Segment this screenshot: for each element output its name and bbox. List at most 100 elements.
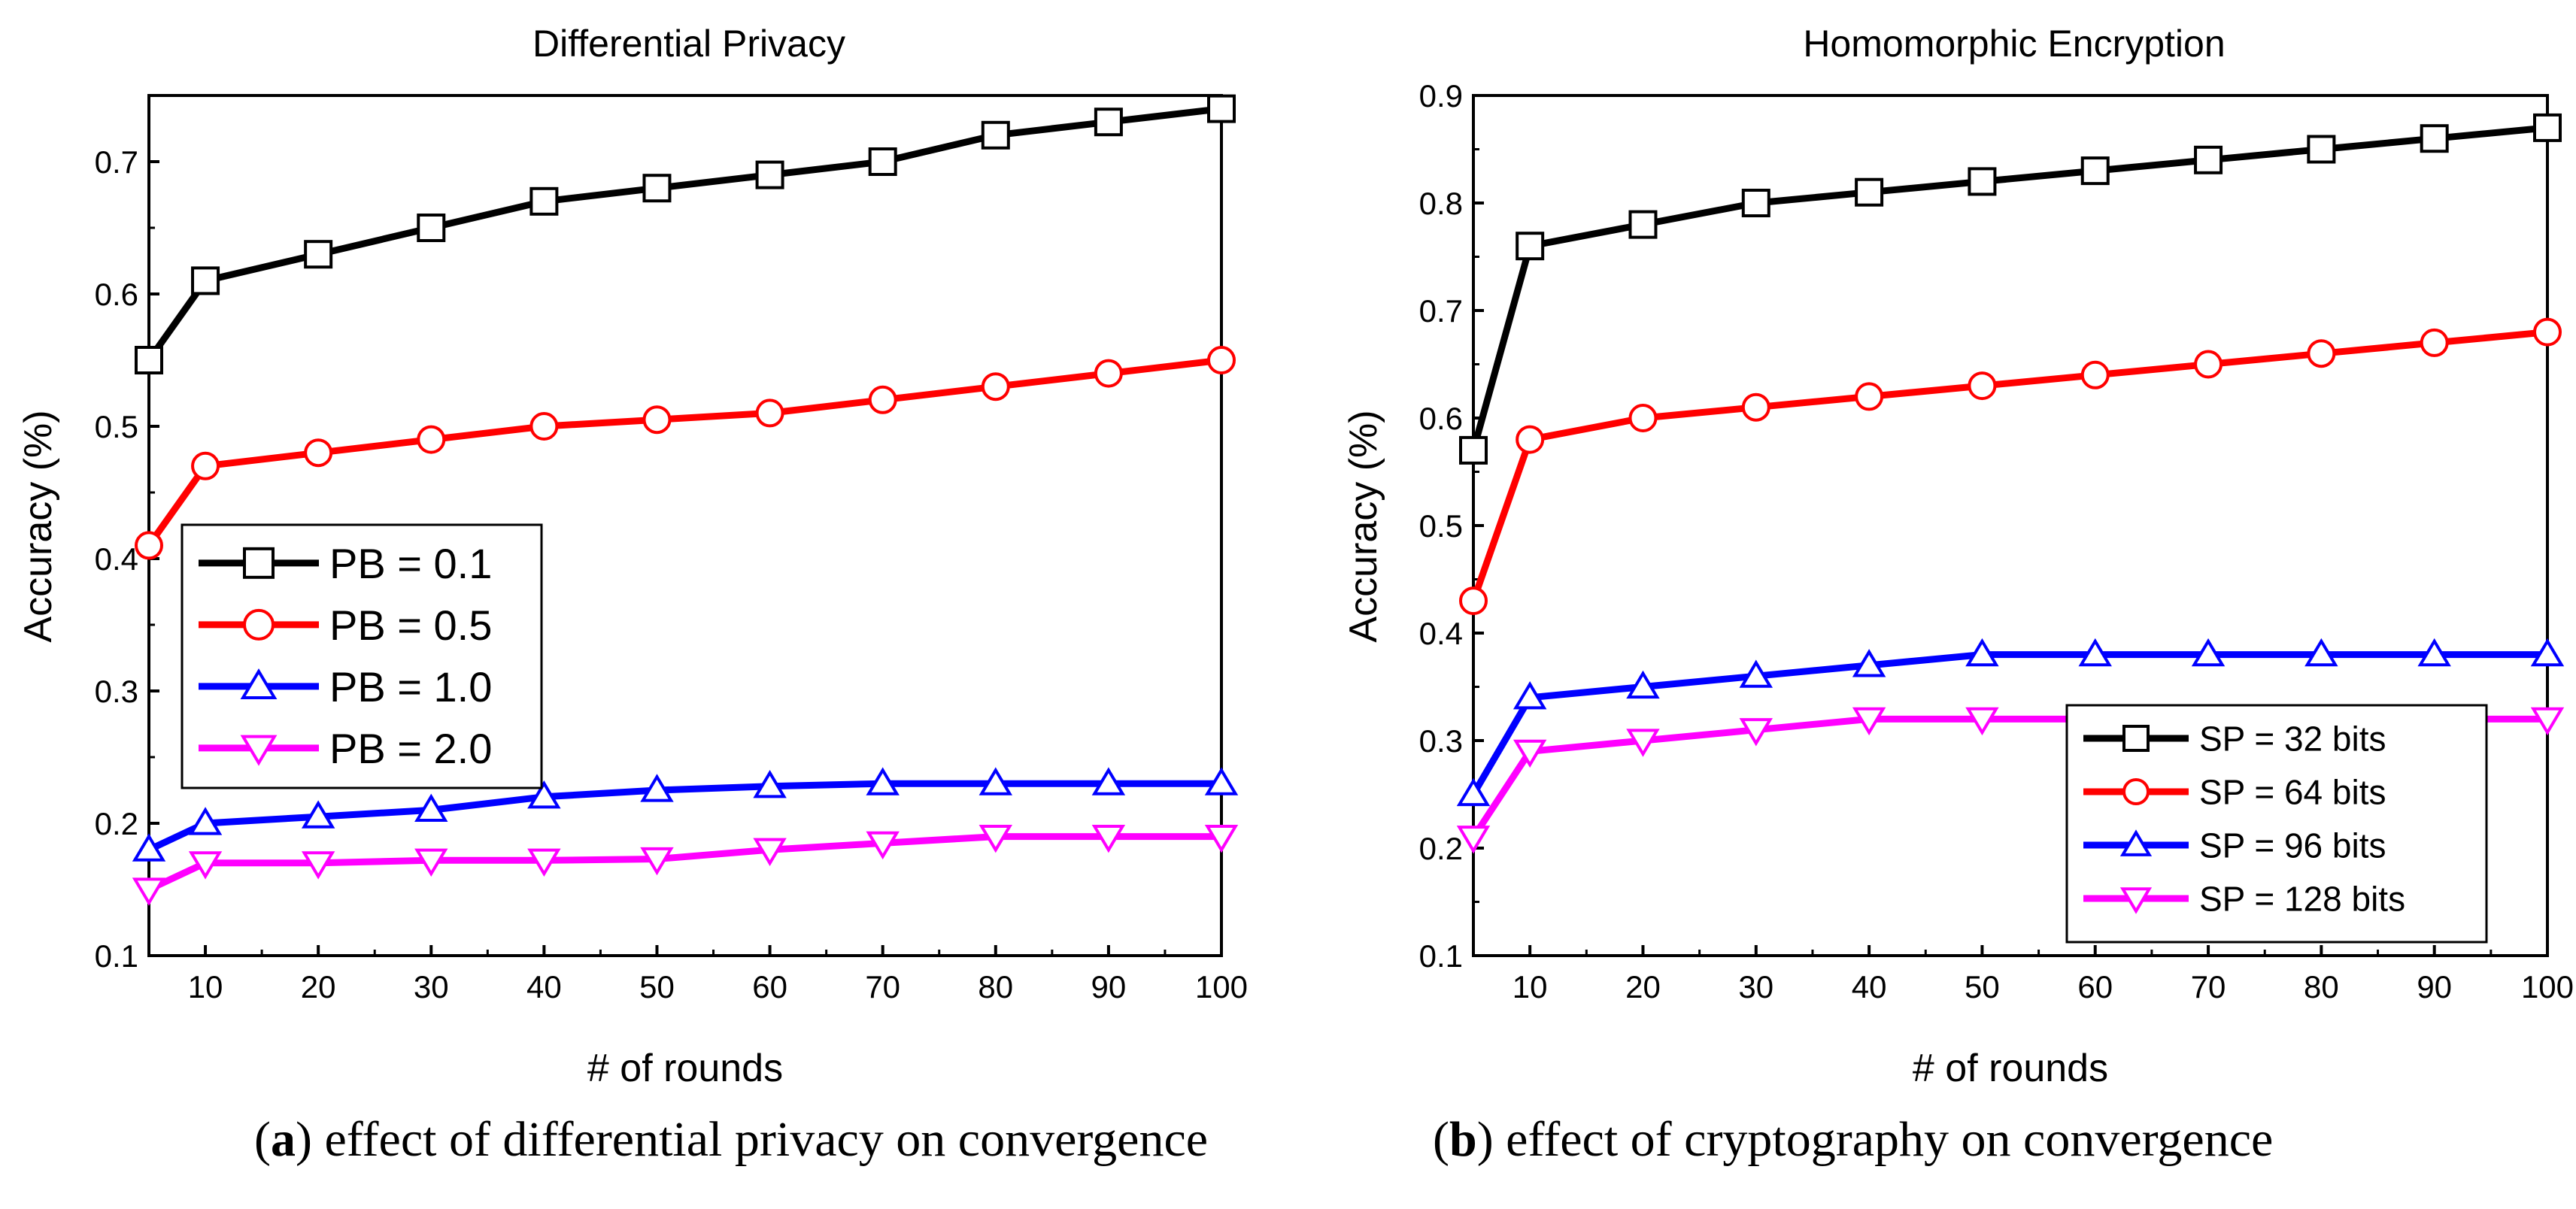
x-tick-label: 60 — [752, 969, 787, 1004]
series-line — [146, 105, 1222, 362]
x-tick-label: 100 — [1195, 969, 1248, 1004]
data-point — [2080, 156, 2110, 186]
y-axis-label: Accuracy (%) — [17, 410, 60, 642]
data-point — [1741, 189, 1770, 217]
data-point — [1968, 167, 1997, 196]
data-point — [301, 800, 335, 829]
data-point — [1739, 659, 1773, 688]
data-point — [2530, 638, 2565, 667]
data-point — [1628, 404, 1658, 432]
data-point — [2533, 317, 2562, 347]
data-point — [640, 847, 674, 876]
series-3 — [1456, 638, 2565, 807]
data-point — [1204, 767, 1239, 795]
data-point — [979, 767, 1013, 795]
data-point — [304, 240, 333, 269]
x-tick-label: 20 — [1625, 969, 1661, 1004]
data-point — [191, 451, 220, 480]
data-point — [1965, 707, 1999, 736]
data-point — [2304, 638, 2338, 667]
legend-label: SP = 32 bits — [2199, 720, 2386, 759]
chart-differential-privacy: Differential Privacy 0.10.20.30.40.50.60… — [17, 23, 1248, 1090]
series-2 — [1459, 317, 2562, 616]
data-point — [135, 531, 163, 560]
x-tick-label: 90 — [2417, 969, 2452, 1004]
data-point — [132, 833, 166, 862]
plot-frame — [147, 94, 1223, 957]
legend-marker — [243, 547, 275, 579]
legend-marker — [240, 735, 278, 766]
series-line — [1470, 329, 2548, 602]
data-point — [188, 807, 223, 835]
x-tick-label: 50 — [639, 969, 675, 1004]
y-tick-label: 0.2 — [1419, 831, 1463, 866]
data-point — [866, 767, 900, 795]
data-point — [1626, 729, 1660, 757]
x-tick-label: 30 — [414, 969, 449, 1004]
axis-ticks: 0.1 0.2 0.3 0.4 0.5 0.6 0.7 10 20 30 40 50 60 70 80 90 1… — [95, 144, 1248, 1004]
series-2 — [135, 346, 1236, 560]
y-tick-label: 0.5 — [95, 409, 138, 444]
x-tick-label: 80 — [2304, 969, 2339, 1004]
data-point — [1091, 825, 1126, 853]
data-point — [868, 147, 897, 176]
data-point — [979, 825, 1013, 853]
x-tick-label: 40 — [526, 969, 562, 1004]
caption-a: (a) effect of differential privacy on co… — [254, 1112, 1209, 1167]
data-series — [1456, 113, 2565, 854]
x-tick-label: 60 — [2077, 969, 2113, 1004]
y-tick-label: 0.2 — [95, 806, 138, 841]
data-point — [2533, 113, 2562, 142]
x-tick-label: 90 — [1091, 969, 1127, 1004]
data-point — [529, 412, 559, 441]
data-series — [132, 94, 1239, 906]
y-tick-label: 0.6 — [95, 277, 138, 312]
data-point — [417, 425, 446, 454]
data-point — [529, 186, 559, 216]
caption-text: ) effect of cryptography on convergence — [1476, 1112, 2274, 1167]
data-point — [1513, 681, 1547, 710]
data-point — [642, 174, 672, 203]
x-tick-label: 10 — [188, 969, 223, 1004]
y-tick-label: 0.3 — [1419, 723, 1463, 759]
y-tick-label: 0.8 — [1419, 186, 1463, 221]
data-point — [981, 372, 1010, 401]
data-point — [414, 848, 448, 877]
legend-item: SP = 32 bits — [2083, 720, 2386, 759]
legend-marker — [2119, 887, 2153, 914]
y-tick-label: 0.7 — [95, 144, 138, 180]
legend: SP = 32 bits SP = 64 bits SP = 96 bits SP =… — [2065, 704, 2488, 944]
data-point — [417, 214, 446, 242]
data-point — [1741, 392, 1770, 422]
data-point — [642, 405, 672, 435]
x-tick-label: 70 — [865, 969, 900, 1004]
data-point — [755, 398, 784, 428]
data-point — [1513, 739, 1547, 768]
x-axis-label: # of rounds — [1913, 1047, 2108, 1090]
series-1 — [1459, 113, 2562, 465]
axis-ticks: 0.1 0.2 0.3 0.4 0.5 0.6 0.7 0.8 0.9 10 20 30 40 50 60 7… — [1419, 78, 2574, 1004]
legend-label: SP = 64 bits — [2199, 773, 2386, 812]
caption-text: ) effect of differential privacy on conv… — [295, 1112, 1209, 1167]
data-point — [753, 769, 787, 798]
series-line — [1470, 124, 2548, 452]
data-point — [2080, 360, 2110, 389]
data-point — [2420, 124, 2449, 153]
data-point — [2307, 339, 2336, 368]
legend-label: PB = 1.0 — [329, 663, 492, 711]
data-point — [753, 838, 787, 866]
legend-marker — [243, 608, 275, 641]
data-point — [188, 851, 223, 880]
legend-label: SP = 96 bits — [2199, 826, 2386, 865]
legend-label: PB = 0.1 — [329, 540, 492, 587]
data-point — [527, 780, 561, 809]
x-tick-label: 80 — [978, 969, 1013, 1004]
x-tick-label: 10 — [1513, 969, 1548, 1004]
data-point — [2420, 328, 2449, 357]
legend-marker — [240, 668, 278, 700]
data-point — [135, 346, 163, 374]
data-point — [1516, 232, 1545, 261]
data-point — [304, 438, 333, 468]
data-point — [981, 120, 1010, 150]
